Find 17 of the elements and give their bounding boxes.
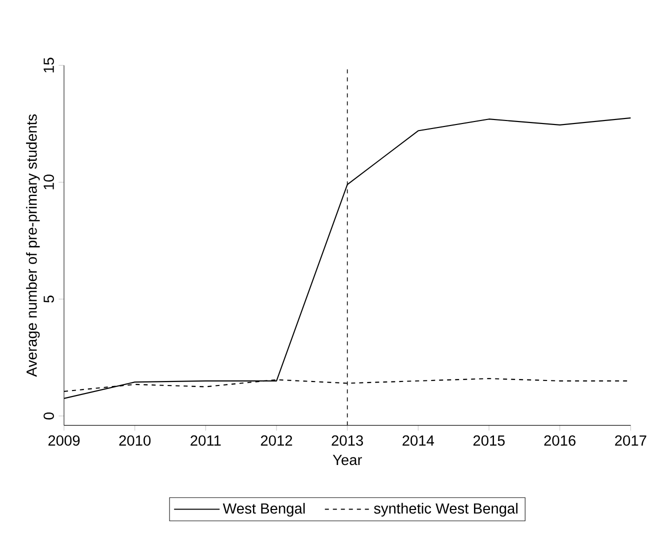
y-tick-label: 0 — [44, 412, 54, 420]
x-tick-label: 2011 — [190, 435, 221, 446]
x-axis-title: Year — [332, 454, 362, 466]
x-tick-label: 2009 — [48, 435, 80, 446]
legend-label: West Bengal — [222, 502, 305, 517]
x-tick-label: 2016 — [544, 435, 576, 446]
y-tick-label: 5 — [44, 296, 54, 303]
y-axis-title: Average number of pre-primary students — [26, 114, 40, 377]
x-tick-label: 2010 — [119, 435, 151, 446]
x-tick-label: 2013 — [332, 435, 363, 446]
x-tick-label: 2012 — [260, 435, 292, 446]
x-tick-label: 2017 — [615, 435, 646, 446]
y-tick-label: 15 — [44, 58, 54, 72]
x-tick-label: 2015 — [473, 435, 505, 446]
x-tick-label: 2014 — [402, 435, 434, 446]
y-tick-label: 10 — [44, 174, 54, 190]
legend-label: synthetic West Bengal — [374, 502, 518, 517]
